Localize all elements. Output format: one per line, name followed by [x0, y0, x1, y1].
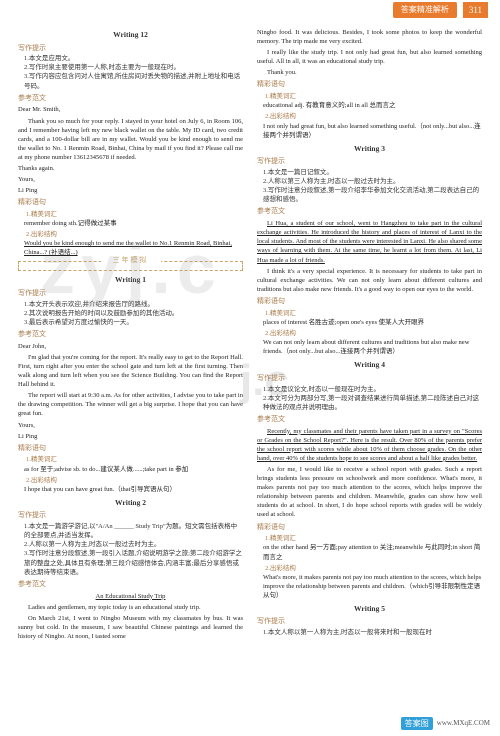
w4-cite1a: on the other hand 另一方面;pay attention to … — [263, 543, 482, 561]
w2-essay1: Ladies and gentlemen, my topic today is … — [18, 603, 243, 612]
w1-tip-label: 写作提示 — [18, 289, 243, 299]
w1-tip3: 3.最后表示希望对方度过愉快的一天。 — [24, 318, 243, 327]
w12-name: Li Ping — [18, 186, 243, 195]
w1-tip1: 1.本文开头表示欢迎,并介绍来报告厅的路线。 — [24, 300, 243, 309]
w3-essay1-u: Li Hua, a student of our school, went to… — [257, 220, 482, 263]
w3-essay2: I think it's a very special experience. … — [257, 267, 482, 294]
w4-cite-label: 精彩语句 — [257, 523, 482, 533]
w12-body: Thank you so much for your reply. I stay… — [18, 117, 243, 162]
w2-thanks: Thank you. — [257, 68, 482, 77]
w2-tip3: 3.写作时注意分段叙述,第一段引入话题,介绍说明游学之旅;第二段介绍游学之旅的整… — [24, 549, 243, 576]
w3-cite2: 2.出彩结构 — [265, 329, 482, 338]
w3-tip-label: 写作提示 — [257, 157, 482, 167]
left-column: Writing 12 写作提示 1.本文是应用文。 2.写作时泉主要使用第一人称… — [18, 26, 243, 718]
w12-cite-label: 精彩语句 — [18, 198, 243, 208]
page-number: 311 — [463, 2, 488, 19]
w5-tip-label: 写作提示 — [257, 617, 482, 627]
midbox-title: 三年模拟 — [101, 256, 161, 266]
w1-body2: The report will start at 9:30 a.m. As fo… — [18, 391, 243, 418]
w2-tip1: 1.本文是一篇游学游记,以"A/An ______ Study Trip"为题。… — [24, 522, 243, 540]
w2-cite1: 1.精美词汇 — [265, 92, 482, 101]
w12-ref-label: 参考范文 — [18, 94, 243, 104]
w12-greet: Dear Mr. Smith, — [18, 105, 243, 114]
w3-tip3: 3.写作时注意分段叙述,第一段介绍李华参加文化交流活动,第二段表达自己的感想和感… — [263, 186, 482, 204]
w1-cite2a: I hope that you can have great fun.（that… — [24, 485, 243, 494]
w1-greet: Dear John, — [18, 342, 243, 351]
w2-essay2: On March 21st, I went to Ningbo Museum w… — [18, 614, 243, 641]
w1-body1: I'm glad that you're coming for the repo… — [18, 353, 243, 389]
writing3-title: Writing 3 — [257, 144, 482, 155]
w2-tip2: 2.人称以第一人称为主,时态以一般过去时为主。 — [24, 540, 243, 549]
w1-cite-label: 精彩语句 — [18, 444, 243, 454]
w4-essay2: As for me, I would like to receive a sch… — [257, 465, 482, 520]
w2-cite2: 2.出彩结构 — [265, 112, 482, 121]
w3-ref-label: 参考范文 — [257, 207, 482, 217]
right-column: Ningbo food. It was delicious. Besides, … — [257, 26, 482, 718]
w4-cite2a: What's more, it makes parents not pay to… — [263, 573, 482, 600]
w3-essay1: Li Hua, a student of our school, went to… — [257, 219, 482, 264]
w12-tip3: 3.写作内容应包含问对人住寓馆,所住房间对丢失物的描述,并附上地址和电话号码。 — [24, 72, 243, 90]
w4-essay1-u: Recently, my classmates and their parent… — [257, 428, 482, 462]
w12-tip1: 1.本文是应用文。 — [24, 54, 243, 63]
w2-ref-label: 参考范文 — [18, 580, 243, 590]
w2-cite2a: I not only had great fun, but also learn… — [263, 122, 482, 140]
footer-logo: 答案图 www.MXqE.COM — [401, 717, 490, 730]
w3-cite1: 1.精美词汇 — [265, 309, 482, 318]
midbox: 三年模拟 — [18, 261, 243, 272]
writing5-title: Writing 5 — [257, 604, 482, 615]
w3-cite1a: places of interest 名胜古迹;open one's eyes … — [263, 318, 482, 327]
w2-essay4: I really like the study trip. I not only… — [257, 48, 482, 66]
w1-cite1: 1.精美词汇 — [26, 455, 243, 464]
w3-tip2: 2.人称以第三人称为主,时态以一般过去时为主。 — [263, 177, 482, 186]
w12-thanks: Thanks again. — [18, 164, 243, 173]
w1-tip2: 2.其次说明报告开始的时间以及鼓励参加的其他活动。 — [24, 309, 243, 318]
w4-tip-label: 写作提示 — [257, 374, 482, 384]
w12-tip-label: 写作提示 — [18, 44, 243, 54]
w4-cite1: 1.精美词汇 — [265, 534, 482, 543]
w2-cite-label: 精彩语句 — [257, 80, 482, 90]
header-label: 答案精准解析 — [393, 2, 457, 17]
w4-essay1: Recently, my classmates and their parent… — [257, 427, 482, 463]
writing1-title: Writing 1 — [18, 275, 243, 286]
page: 答案精准解析 311 zyj.c j.c Writing 12 写作提示 1.本… — [0, 0, 500, 736]
writing12-title: Writing 12 — [18, 30, 243, 41]
w3-cite2a: We can not only learn about different cu… — [263, 338, 482, 356]
w4-tip1: 1.本文是议论文,时态以一般现在时为主。 — [263, 385, 482, 394]
w4-cite2: 2.出彩结构 — [265, 564, 482, 573]
w1-cite2: 2.出彩结构 — [26, 476, 243, 485]
w2-essay-title: An Educational Study Trip — [18, 592, 243, 601]
writing4-title: Writing 4 — [257, 360, 482, 371]
w5-tip1: 1.本文人称以第一人称为主,时态以一般将来时和一般现在时 — [263, 628, 482, 637]
w12-cite1: 1.精美词汇 — [26, 210, 243, 219]
w3-tip1: 1.本文是一篇日记叙文。 — [263, 168, 482, 177]
w12-cite1a: remember doing sth.记得做过某事 — [24, 219, 243, 228]
w4-tip2: 2.本文可分为两部分写,第一段对调查结果进行简单描述,第二段陈述自己对这种做法的… — [263, 394, 482, 412]
writing2-title: Writing 2 — [18, 498, 243, 509]
w12-yours: Yours, — [18, 175, 243, 184]
header-bar: 答案精准解析 311 — [0, 0, 500, 20]
w1-yours: Yours, — [18, 421, 243, 430]
w1-cite1a: as for 至于;advise sb. to do...建议某人做......… — [24, 465, 243, 474]
w3-cite-label: 精彩语句 — [257, 297, 482, 307]
w12-tip2: 2.写作时泉主要使用第一人称,时态主要为一般现在时。 — [24, 63, 243, 72]
w1-name: Li Ping — [18, 432, 243, 441]
w4-ref-label: 参考范文 — [257, 415, 482, 425]
footer-box: 答案图 — [401, 717, 433, 730]
columns: Writing 12 写作提示 1.本文是应用文。 2.写作时泉主要使用第一人称… — [18, 26, 482, 718]
w12-cite2: 2.出彩结构 — [26, 230, 243, 239]
w2-cite1a: educational adj. 有教育意义的;all in all 总而言之 — [263, 101, 482, 110]
w1-ref-label: 参考范文 — [18, 330, 243, 340]
footer-url: www.MXqE.COM — [437, 719, 490, 729]
w2-tip-label: 写作提示 — [18, 511, 243, 521]
w2-essay3: Ningbo food. It was delicious. Besides, … — [257, 28, 482, 46]
